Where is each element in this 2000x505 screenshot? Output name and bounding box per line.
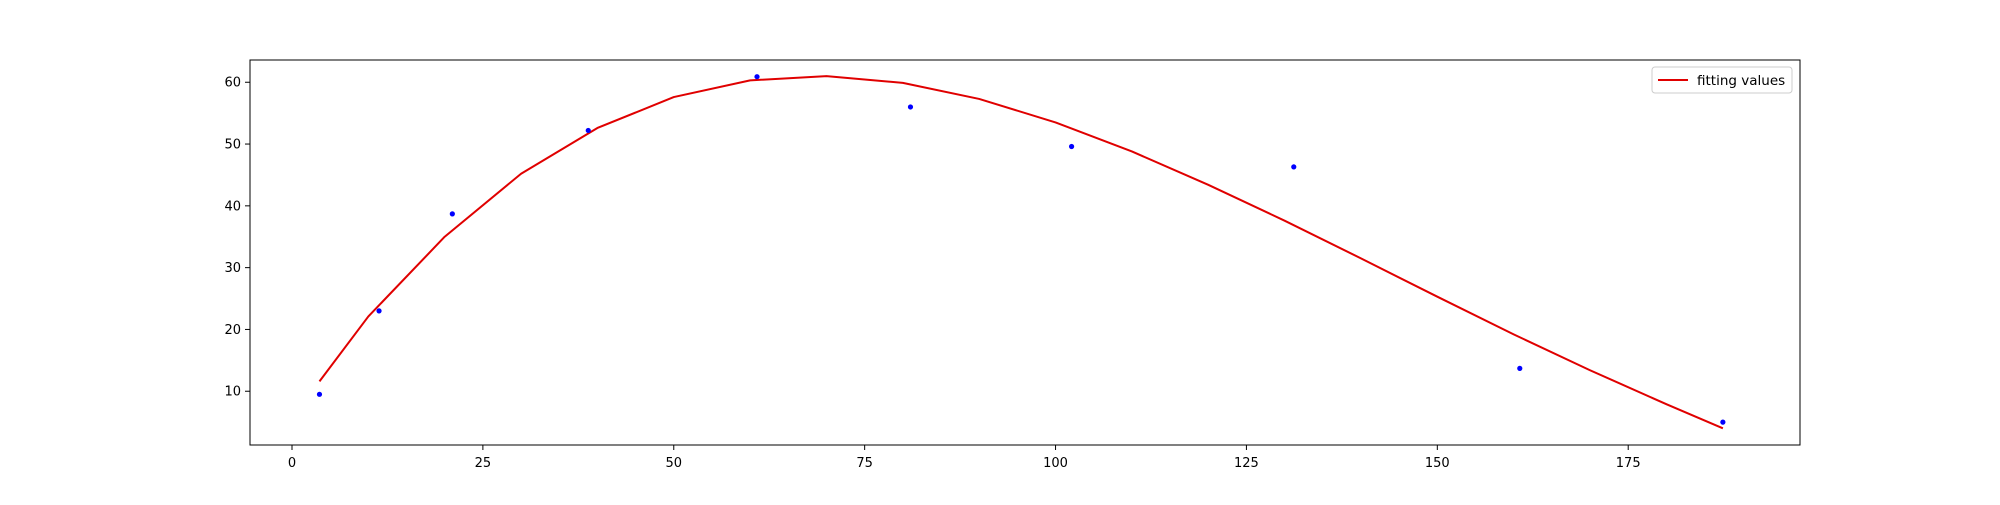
y-tick-label: 60: [224, 76, 241, 91]
x-tick-label: 0: [288, 456, 296, 471]
data-point: [1068, 143, 1075, 150]
data-point: [376, 308, 382, 314]
axes-frame: [249, 59, 1801, 446]
legend: fitting values: [1651, 66, 1793, 94]
x-tick-label: 175: [1616, 456, 1641, 471]
data-point: [1517, 365, 1523, 371]
y-tick-label: 50: [224, 138, 241, 153]
plot-layer: [316, 74, 1726, 430]
x-tick-label: 25: [475, 456, 492, 471]
legend-label-fitting-values: fitting values: [1697, 73, 1785, 89]
x-tick-label: 75: [856, 456, 873, 471]
data-point: [449, 211, 455, 217]
y-tick-label: 10: [224, 385, 241, 400]
axis-layer: 0 25 50 75 100 125 150 175 10 20 30 40 50 60: [224, 76, 1640, 471]
legend-box: [1651, 66, 1793, 94]
data-point: [1720, 419, 1726, 425]
x-tick-label: 50: [665, 456, 682, 471]
data-point: [316, 391, 323, 397]
data-point: [754, 74, 760, 80]
y-tick-label: 20: [224, 323, 241, 338]
y-tick-label: 40: [224, 199, 241, 214]
data-point: [585, 127, 591, 134]
x-tick-label: 125: [1234, 456, 1259, 471]
x-tick-label: 100: [1043, 456, 1068, 471]
data-point: [1291, 164, 1297, 170]
fit-line-0: [318, 75, 1724, 430]
data-point: [907, 104, 914, 110]
y-tick-label: 30: [224, 261, 241, 276]
x-tick-label: 150: [1425, 456, 1450, 471]
